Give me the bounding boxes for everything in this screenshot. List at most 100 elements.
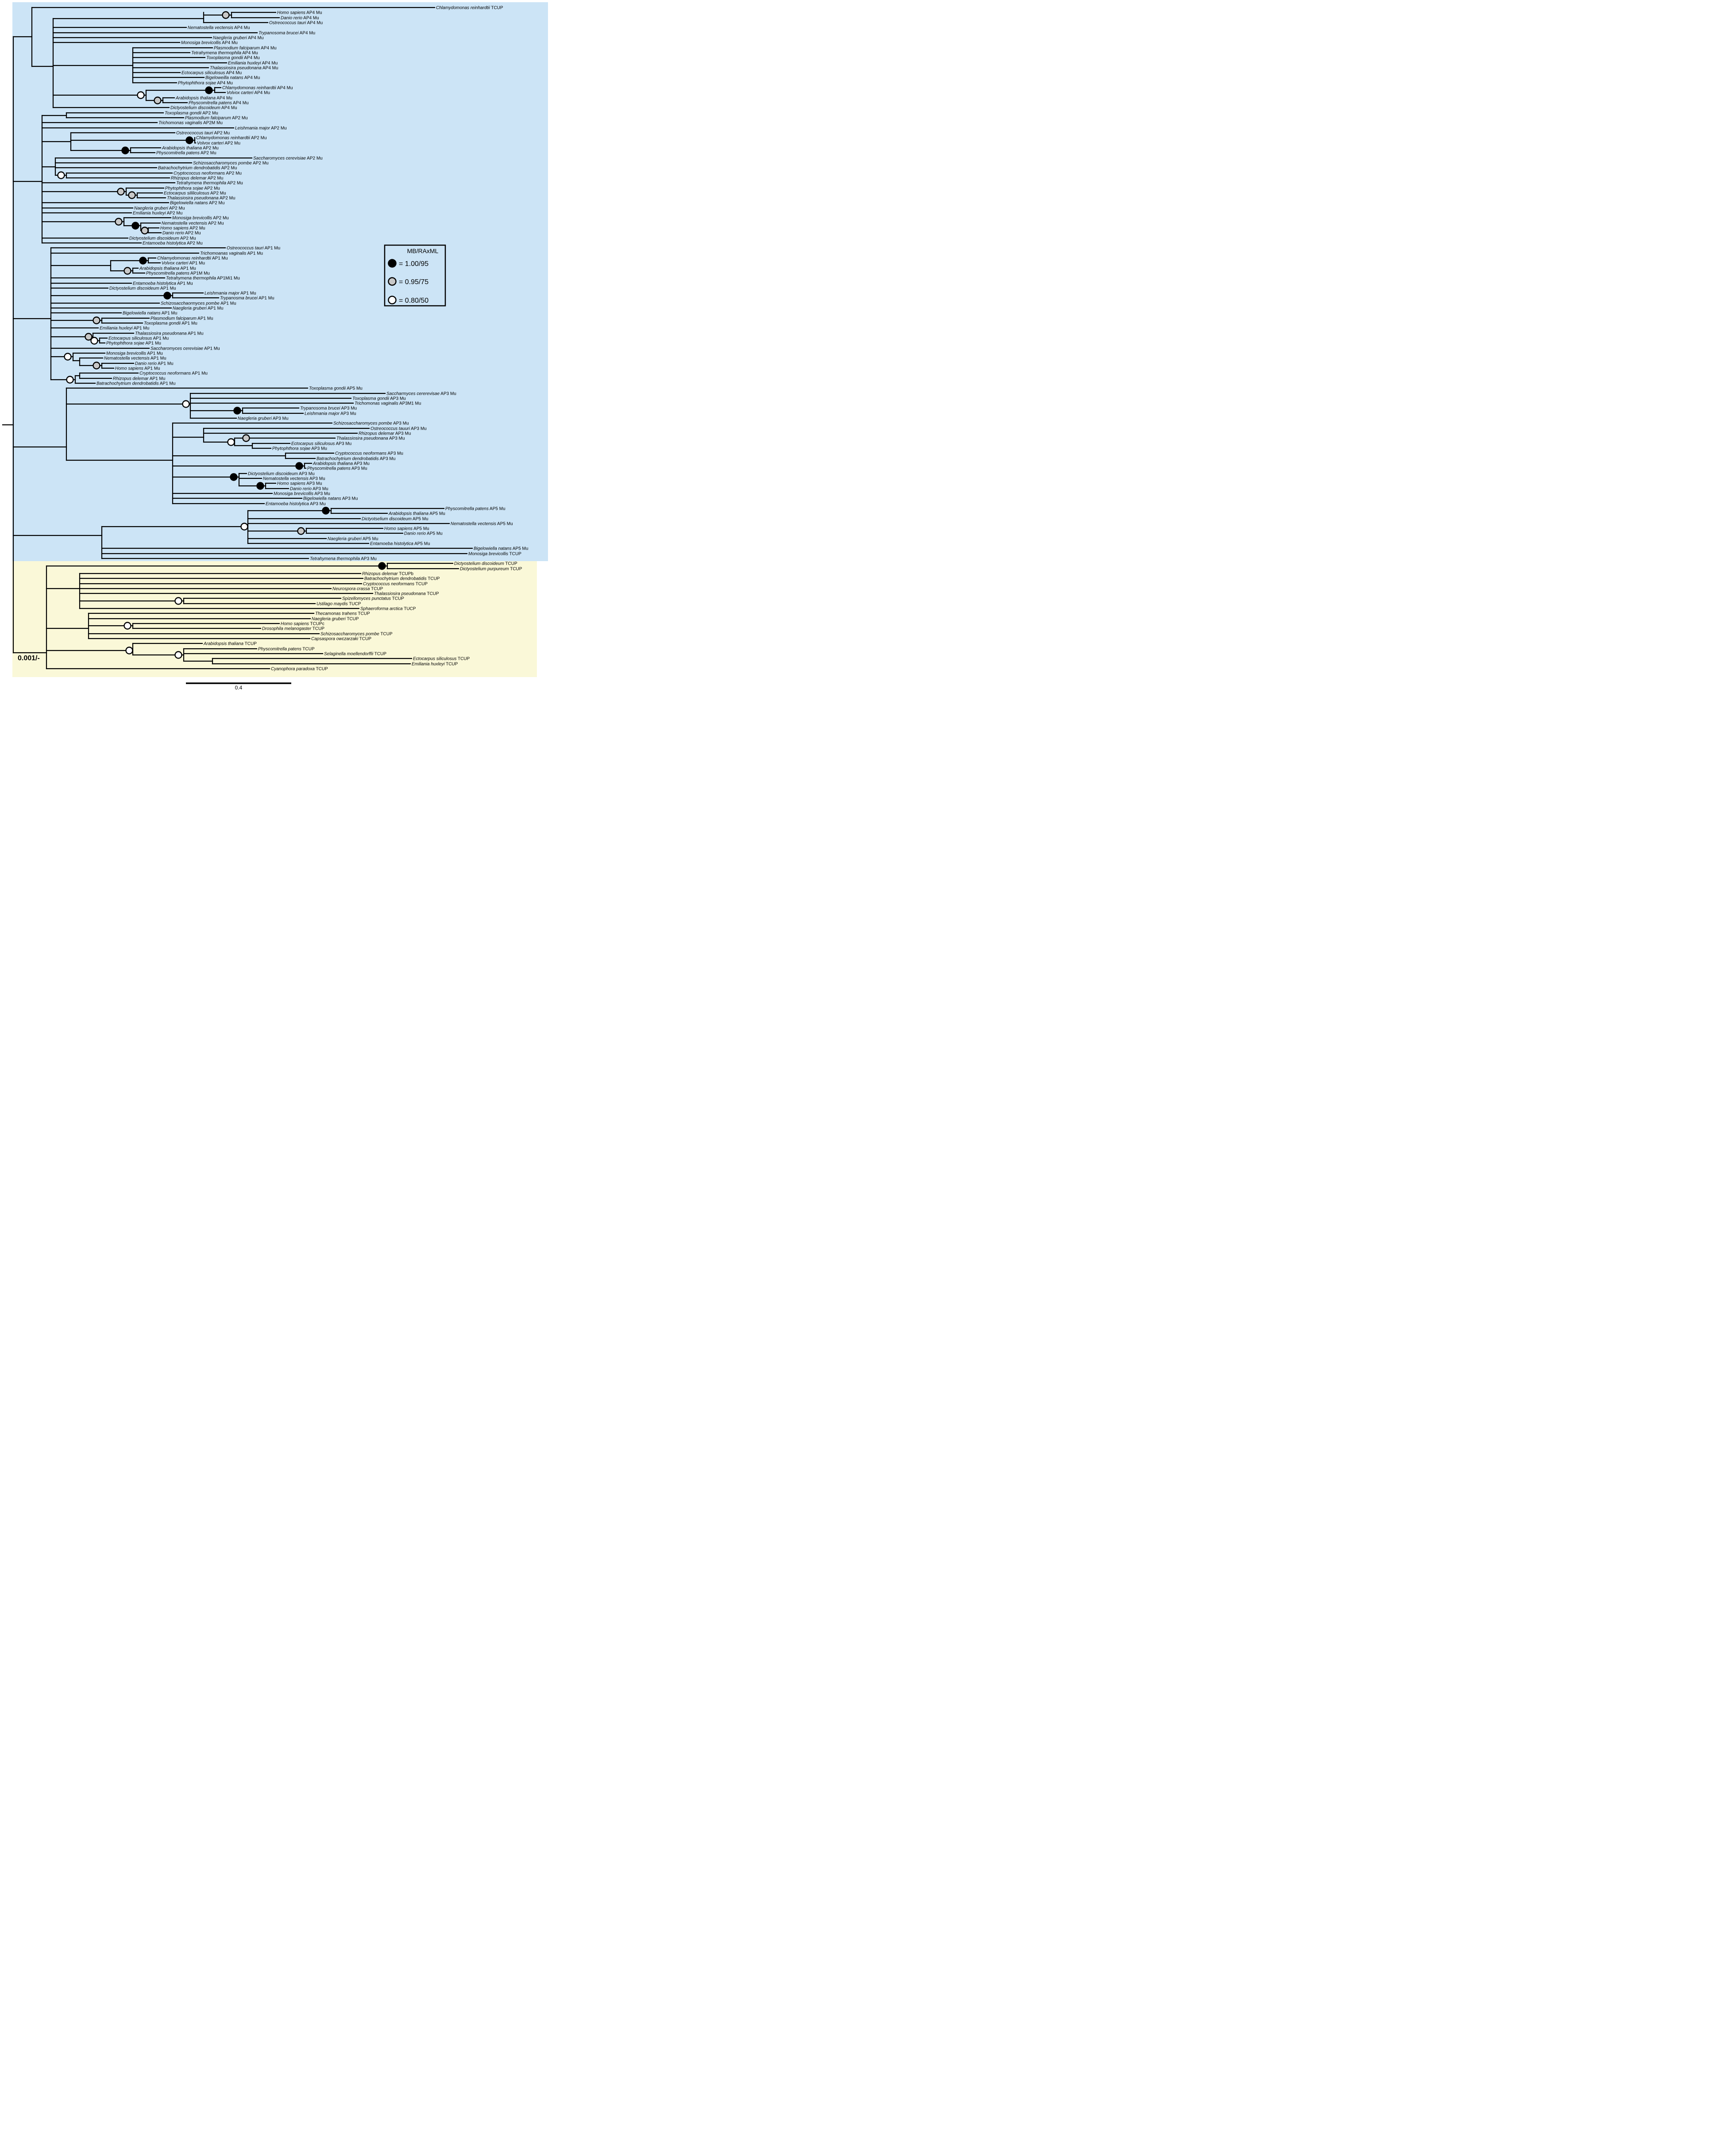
- tree-tip: Cyanophora paradoxa TCUP: [46, 667, 328, 672]
- tree-tip: Thalassiosira pseudonana AP1 Mu: [92, 331, 204, 336]
- tree-tip-label: Plasmodium falciparum AP4 Mu: [214, 46, 277, 51]
- tree-tip-label: Danio rerio AP2 Mu: [162, 231, 201, 236]
- tree-tip: Bigeloweilla natans AP4 Mu: [132, 76, 260, 81]
- tree-tip-label: Physcomitrella patens AP1M Mu: [146, 271, 210, 276]
- support-node-gray-icon: [128, 191, 136, 199]
- tree-tip-label: Thalassiosira pseudonana AP4 Mu: [210, 66, 278, 71]
- tree-tip-label: Monosiga brevicollis AP4 Mu: [181, 41, 238, 46]
- tree-tip-label: Rhizopus delemar AP3 Mu: [359, 431, 411, 436]
- support-node-gray-icon: [242, 434, 250, 442]
- tree-tip: Schizosaccharomyces pombe AP2 Mu: [54, 161, 269, 166]
- tree-tip: Toxoplasma gondii AP5 Mu: [66, 386, 363, 391]
- tree-tip-label: Danio rerio AP1 Mu: [135, 362, 174, 366]
- tree-tip-label: Cryptococcus neoformans TCUP: [363, 582, 428, 587]
- tree-tip-label: Bigelowiella natans AP3 Mu: [303, 497, 358, 501]
- support-node-white-icon: [57, 171, 65, 179]
- tree-tip-label: Entamoeba histolytica AP2 Mu: [143, 241, 203, 246]
- tree-tip: Bigelowiella natans AP5 Mu: [101, 547, 528, 551]
- tree-tip-label: Thalassiosira pseudonana TCUP: [374, 592, 439, 597]
- tree-tip-label: Emiliania huxleyi AP2 Mu: [133, 211, 182, 216]
- tree-tip-label: Saccharmyces cererevisae AP3 Mu: [386, 392, 456, 397]
- legend-black-circle-icon: [388, 259, 397, 268]
- legend-title: MB/RAxML: [407, 247, 439, 254]
- tree-tip: Bigelowiella natans AP2 Mu: [41, 201, 224, 206]
- tree-tip-label: Saccharomyces cerevisiae AP1 Mu: [150, 346, 220, 351]
- tree-tip: Entamoeba histolytica AP2 Mu: [41, 241, 203, 246]
- tree-tip-label: Thalassiosira pseudonana AP2 Mu: [167, 196, 235, 201]
- tree-tip: Arabidopsis thaliana AP5 Mu: [330, 512, 445, 516]
- tree-tip-label: Volvox carteri AP2 Mu: [197, 141, 240, 146]
- tree-tip-label: Thecamonas trahens TCUP: [315, 612, 370, 616]
- tree-tip: Leishmania major AP1 Mu: [172, 291, 256, 296]
- tree-tip-label: Rhizopus delemar TCUPb: [362, 572, 413, 577]
- tree-tip-label: Saccharomyces cerevisiae AP2 Mu: [253, 156, 323, 161]
- legend-gray-circle-icon: [388, 277, 397, 286]
- tree-tip-label: Leishmania major AP2 Mu: [235, 126, 287, 131]
- tree-tip: Naegleria gruberi AP4 Mu: [52, 36, 264, 41]
- tree-tip: Volvox carteri AP1 Mu: [147, 261, 205, 266]
- tree-tip: Danio rerio AP1 Mu: [101, 362, 174, 366]
- tree-tip: Ostreococcus tauuri AP3 Mu: [203, 427, 427, 431]
- tree-tip-label: Arabidopsis thaliana AP3 Mu: [313, 462, 370, 466]
- tree-tip: Physcomitrella patens AP3 Mu: [304, 466, 367, 471]
- tree-tip: Chlamydomonas reinhardtii TCUP: [31, 6, 503, 11]
- support-node-white-icon: [64, 353, 72, 361]
- tree-tip-label: Arabidopsis thaliana AP1 Mu: [139, 266, 196, 271]
- tree-tip-label: Ostreococcus tauuri AP3 Mu: [370, 427, 427, 431]
- tree-tip: Homo sapiens TCUPc: [132, 622, 324, 627]
- tree-tip: Cryptococcus neoformans AP2 Mu: [66, 171, 242, 176]
- tree-tip: Leishmania major AP3 Mu: [242, 412, 356, 416]
- tree-tip: Ectocarpus siliculosus AP3 Mu: [251, 442, 351, 447]
- tree-tip: Cryptococcus neoformans AP3 Mu: [285, 451, 403, 456]
- tree-tip: Toxoplasma gondii AP1 Mu: [101, 321, 197, 326]
- tree-tip-label: Ectocarpus siliculosus AP1 Mu: [108, 336, 169, 341]
- support-node-white-icon: [90, 337, 98, 345]
- tree-tip-label: Schizosacchaormyces pombe AP1 Mu: [161, 301, 236, 306]
- tree-tip-label: Dictyostelium purpureum TCUP: [460, 567, 522, 572]
- tree-tip-label: Tetrahymena thermophila AP4 Mu: [191, 51, 258, 56]
- tree-tip: Ectocarpus siliculosus AP4 Mu: [132, 71, 242, 76]
- tree-tip: Physcomitrella patens AP2 Mu: [130, 151, 216, 156]
- tree-tip: Rhizopus delemar AP3 Mu: [203, 431, 411, 436]
- tree-tip: Schizosacchaormyces pombe AP1 Mu: [50, 301, 236, 306]
- tree-tip-label: Physcomitrella patens AP5 Mu: [445, 507, 505, 512]
- tree-tip: Toxoplasma gondii AP3 Mu: [189, 397, 406, 401]
- tree-tip-label: Schizosaccharomyces pombe AP3 Mu: [333, 421, 409, 426]
- tree-tip: Entamoeba histolytica AP1 Mu: [50, 281, 193, 286]
- tree-tip: Dictyostelium discoideum AP2 Mu: [41, 236, 196, 241]
- tree-tip: Schizosaccharomyces pombe TCUP: [88, 632, 393, 637]
- tree-tip-label: Batrachochytrium dendrobatidis TCUP: [364, 577, 440, 581]
- tree-tip: Emiliania huxleyi AP4 Mu: [132, 61, 278, 66]
- tree-tip-label: Ectocarpus sililiculosus AP2 Mu: [164, 191, 226, 196]
- tree-tip: Batrachochytrium dendrobatidis AP2 Mu: [54, 166, 237, 171]
- tree-tip: Ectocarpus siliculosus AP1 Mu: [99, 336, 169, 341]
- tree-tip: Arabidopsis thaliana TCUP: [132, 642, 257, 647]
- scale-bar-label: 0.4: [235, 685, 243, 690]
- tree-tip: Danio rerio AP5 Mu: [305, 531, 443, 536]
- tree-tip-label: Ostreococcus tauri AP4 Mu: [269, 21, 323, 26]
- tree-tip-label: Cyanophora paradoxa TCUP: [271, 667, 328, 672]
- tree-tip: Emiliania huxleyi AP2 Mu: [41, 211, 182, 216]
- tree-tip-label: Emiliania huxleyi AP1 Mu: [100, 326, 149, 331]
- tree-tip: Cryptococcus neoformans AP1 Mu: [79, 371, 208, 376]
- tree-tip-label: Ostreococcus tauri AP2 Mu: [176, 131, 230, 136]
- support-node-gray-icon: [222, 11, 230, 19]
- tree-tip-label: Schizosaccharomyces pombe TCUP: [320, 632, 393, 637]
- support-node-black-icon: [230, 473, 238, 481]
- tree-tip: Plasmodium falciparum AP4 Mu: [132, 46, 277, 51]
- support-node-gray-icon: [93, 316, 100, 324]
- tree-tip: Naegleria gruberi AP5 Mu: [247, 537, 378, 542]
- tree-tip-label: Monosiga brevicollis AP3 Mu: [274, 492, 330, 497]
- tree-tip: Monosiga brevicollis AP3 Mu: [172, 492, 330, 497]
- tree-tip-label: Naegleria gruberi AP5 Mu: [328, 537, 378, 542]
- tree-tip: Rhizopus delemar AP1 Mu: [79, 377, 165, 381]
- tree-tip: Arabidopsis thaliana AP4 Mu: [162, 96, 232, 101]
- support-node-white-icon: [137, 91, 145, 99]
- legend-entry-label: = 1.00/95: [399, 260, 428, 268]
- tree-tip: Drosophila melanogaster TCUP: [132, 627, 324, 631]
- tree-tip: Phytophthora sojae AP3 Mu: [251, 447, 327, 451]
- tree-tip: Tetrahymena thermophila AP4 Mu: [132, 51, 258, 56]
- tree-tip: Volvox carteri AP4 Mu: [214, 91, 270, 96]
- tree-tip-label: Nematostella vectensis AP3 Mu: [263, 477, 325, 481]
- tree-tip-label: Ectocarpus siliculosus AP4 Mu: [181, 71, 242, 76]
